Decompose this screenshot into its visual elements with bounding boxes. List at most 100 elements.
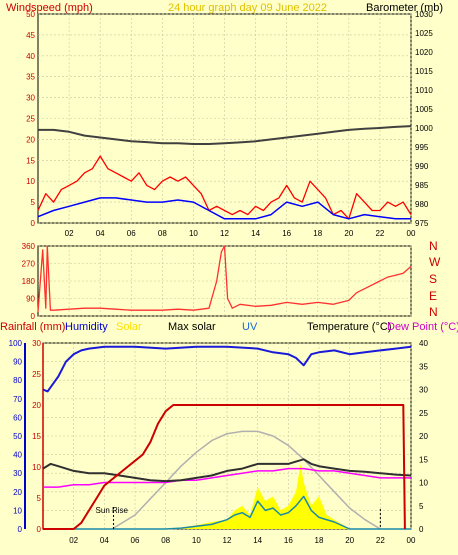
humidity-y-tick: 90 <box>13 358 22 367</box>
temperature-y-tick: 25 <box>419 409 428 418</box>
max-solar-legend: Max solar <box>168 321 216 333</box>
uv-legend: UV <box>242 321 258 333</box>
wind-panel-x-tick: 22 <box>375 229 384 238</box>
uv-line <box>43 495 411 530</box>
weather-panel-x-tick: 04 <box>100 536 109 545</box>
barometer-y-tick: 980 <box>415 200 429 209</box>
temperature-y-tick: 40 <box>419 339 428 348</box>
barometer-y-tick: 1025 <box>415 29 433 38</box>
humidity-y-tick: 80 <box>13 376 22 385</box>
wind-panel-y-tick: 15 <box>26 156 35 165</box>
barometer-y-tick: 990 <box>415 162 429 171</box>
rainfall-y-tick: 25 <box>32 370 41 379</box>
wind-panel-x-tick: 12 <box>220 229 229 238</box>
temperature-y-tick: 0 <box>419 525 424 534</box>
direction-panel-y-tick: 180 <box>22 277 36 286</box>
wind-panel-y-tick: 45 <box>26 31 35 40</box>
average-windspeed-line <box>37 197 411 220</box>
wind-panel-x-tick: 02 <box>65 229 74 238</box>
wind-panel-y-tick: 40 <box>26 52 35 61</box>
windspeed-axis-label: Windspeed (mph) <box>6 2 93 14</box>
dew-point-line <box>43 467 411 488</box>
direction-panel-y-tick: 360 <box>22 242 36 251</box>
wind-panel-x-tick: 10 <box>189 229 198 238</box>
rainfall-y-tick: 0 <box>37 525 42 534</box>
direction-panel-y-tick: 90 <box>26 295 35 304</box>
humidity-y-tick: 0 <box>18 525 23 534</box>
weather-panel-x-tick: 18 <box>315 536 324 545</box>
rainfall-line <box>43 404 406 530</box>
rainfall-y-tick: 20 <box>32 401 41 410</box>
humidity-y-tick: 40 <box>13 451 22 460</box>
humidity-y-tick: 10 <box>13 506 22 515</box>
dew-point-legend: Dew Point (°C) <box>387 321 458 333</box>
humidity-y-tick: 70 <box>13 395 22 404</box>
temperature-y-tick: 5 <box>419 502 424 511</box>
weather-panel-x-tick: 20 <box>345 536 354 545</box>
barometer-y-tick: 1005 <box>415 105 433 114</box>
weather-panel-x-tick: 12 <box>223 536 232 545</box>
wind-panel-x-tick: 18 <box>313 229 322 238</box>
temperature-y-tick: 30 <box>419 386 428 395</box>
humidity-y-tick: 20 <box>13 488 22 497</box>
temperature-axis-label: Temperature (°C) <box>307 321 391 333</box>
rainfall-axis-label: Rainfall (mm) <box>0 321 65 333</box>
wind-panel-x-tick: 16 <box>282 229 291 238</box>
weather-panel-x-tick: 06 <box>131 536 140 545</box>
wind-panel-y-tick: 5 <box>31 198 36 207</box>
weather-panel-x-tick: 00 <box>407 536 416 545</box>
barometer-y-tick: 1015 <box>415 67 433 76</box>
direction-label-s: S <box>429 272 437 286</box>
rainfall-y-tick: 5 <box>37 494 42 503</box>
weather-panel-x-tick: 22 <box>376 536 385 545</box>
barometer-y-tick: 985 <box>415 181 429 190</box>
weather-panel-x-tick: 08 <box>161 536 170 545</box>
direction-panel-frame <box>37 245 412 317</box>
rainfall-y-tick: 15 <box>32 432 41 441</box>
humidity-y-tick: 60 <box>13 413 22 422</box>
wind-direction-line <box>37 245 412 313</box>
wind-panel-x-tick: 14 <box>251 229 260 238</box>
wind-panel-y-tick: 30 <box>26 94 35 103</box>
barometer-y-tick: 1010 <box>415 86 433 95</box>
humidity-y-tick: 100 <box>9 339 23 348</box>
wind-panel-y-tick: 0 <box>31 219 36 228</box>
weather-panel-x-tick: 16 <box>284 536 293 545</box>
direction-label-e: E <box>429 289 437 303</box>
wind-panel-y-tick: 50 <box>26 10 35 19</box>
barometer-axis-label: Barometer (mb) <box>366 2 443 14</box>
humidity-legend: Humidity <box>65 321 108 333</box>
max-solar-curve <box>111 430 381 530</box>
weather-panel-x-tick: 02 <box>69 536 78 545</box>
barometer-y-tick: 1020 <box>415 48 433 57</box>
barometer-y-tick: 1030 <box>415 10 433 19</box>
temperature-y-tick: 10 <box>419 479 428 488</box>
sunrise-label: Sun Rise <box>96 506 129 515</box>
wind-panel-x-tick: 06 <box>127 229 136 238</box>
barometer-line <box>38 125 412 145</box>
humidity-line <box>42 345 412 393</box>
wind-panel-x-tick: 20 <box>344 229 353 238</box>
humidity-y-tick: 50 <box>13 432 22 441</box>
temperature-y-tick: 20 <box>419 432 428 441</box>
wind-panel-y-tick: 10 <box>26 177 35 186</box>
temperature-y-tick: 35 <box>419 362 428 371</box>
barometer-y-tick: 995 <box>415 143 429 152</box>
weather-panel-x-tick: 14 <box>253 536 262 545</box>
barometer-y-tick: 1000 <box>415 124 433 133</box>
wind-panel-x-tick: 00 <box>407 229 416 238</box>
wind-panel-y-tick: 35 <box>26 73 35 82</box>
wind-panel-y-tick: 25 <box>26 115 35 124</box>
rainfall-y-tick: 10 <box>32 463 41 472</box>
wind-panel-y-tick: 20 <box>26 135 35 144</box>
solar-legend: Solar <box>116 321 142 333</box>
direction-panel-y-tick: 270 <box>22 260 36 269</box>
rainfall-y-tick: 30 <box>32 339 41 348</box>
temperature-line <box>42 458 412 483</box>
direction-label-n-top: N <box>429 239 438 253</box>
direction-label-w: W <box>429 255 441 269</box>
direction-label-n-bottom: N <box>429 305 438 319</box>
barometer-y-tick: 975 <box>415 219 429 228</box>
weather-panel-x-tick: 10 <box>192 536 201 545</box>
